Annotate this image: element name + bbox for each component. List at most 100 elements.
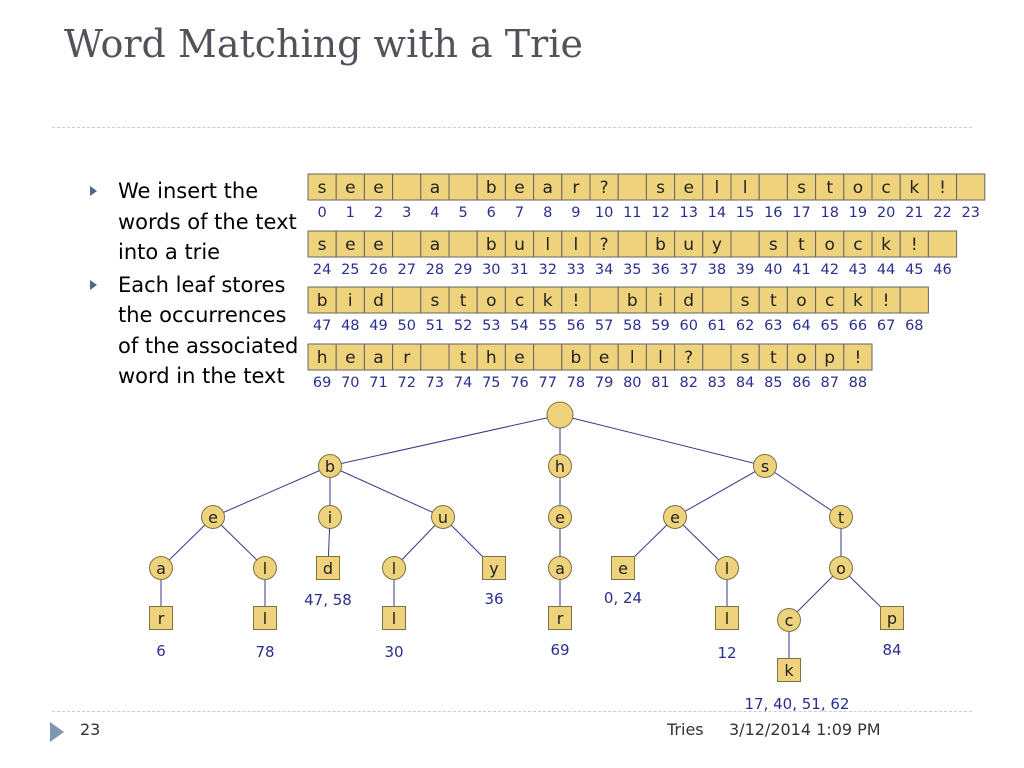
cell-char: b <box>627 291 638 311</box>
trie-edge <box>674 465 766 518</box>
cell-index: 64 <box>792 318 810 334</box>
trie-edge <box>788 567 842 621</box>
cell-index: 6 <box>487 205 496 221</box>
node-circle <box>829 505 853 529</box>
node-circle <box>663 505 687 529</box>
text-cell <box>476 286 506 314</box>
cell-index: 84 <box>736 375 754 391</box>
footer-divider <box>52 711 972 712</box>
cell-index: 1 <box>346 205 355 221</box>
node-label: c <box>785 611 794 630</box>
cell-char: s <box>318 178 327 198</box>
cell-char: ? <box>600 235 609 255</box>
trie-edge <box>329 465 444 518</box>
node-circle <box>431 505 455 529</box>
cell-char: k <box>881 235 891 255</box>
text-cell <box>448 230 478 258</box>
cell-char: k <box>543 291 553 311</box>
trie-node-hear: r 69 <box>548 606 572 659</box>
cell-char: a <box>373 348 383 368</box>
cell-char: y <box>712 235 722 255</box>
text-cell <box>476 343 506 371</box>
cell-char: d <box>683 291 694 311</box>
cell-index: 72 <box>397 375 415 391</box>
cell-index: 62 <box>736 318 754 334</box>
text-cell <box>420 173 450 201</box>
cell-index: 5 <box>458 205 467 221</box>
trie-node-sto: o <box>829 556 853 580</box>
text-cell <box>871 173 901 201</box>
trie-node-root <box>546 401 574 429</box>
text-cell <box>533 230 563 258</box>
trie-node-st: t <box>829 505 853 529</box>
cell-index: 85 <box>764 375 782 391</box>
cell-index: 41 <box>792 262 810 278</box>
occurrence-list: 17, 40, 51, 62 <box>745 695 850 713</box>
trie-edge <box>212 465 331 518</box>
trie-edge <box>212 516 266 569</box>
bullet-text: We insert the words of the text into a t… <box>118 179 297 264</box>
trie-node-se: e <box>663 505 687 529</box>
trie-edge <box>764 465 842 518</box>
slide-number: 23 <box>80 720 101 739</box>
cell-char: l <box>658 348 663 368</box>
text-cell <box>758 343 788 371</box>
cell-index: 4 <box>430 205 439 221</box>
cell-index: 81 <box>651 375 669 391</box>
leaf-square <box>482 556 506 580</box>
cell-char: d <box>373 291 384 311</box>
trie-node-he: e <box>548 505 572 529</box>
cell-index: 32 <box>538 262 556 278</box>
text-cell <box>927 230 958 258</box>
text-cell <box>674 173 704 201</box>
text-cell <box>504 343 535 371</box>
cell-index: 0 <box>317 205 326 221</box>
cell-char: e <box>599 348 609 368</box>
trie-edge <box>329 414 561 467</box>
trie-node-stop: p 84 <box>880 606 904 659</box>
cell-index: 69 <box>313 375 331 391</box>
cell-char: b <box>655 235 666 255</box>
text-cell <box>504 173 535 201</box>
cell-index: 56 <box>567 318 585 334</box>
text-cell <box>786 230 817 258</box>
cell-index: 7 <box>515 205 524 221</box>
cell-char: s <box>656 178 665 198</box>
cell-index: 31 <box>510 262 528 278</box>
node-label: e <box>208 508 218 527</box>
cell-index: 25 <box>341 262 359 278</box>
node-circle <box>548 556 572 580</box>
node-label: e <box>618 559 628 578</box>
text-cell <box>786 343 817 371</box>
node-label: a <box>156 559 166 578</box>
cell-char: s <box>318 235 327 255</box>
text-cell <box>702 173 732 201</box>
text-row: s e e a b u l l? b u y s t o c k !24 25 26 27 28 29 30 31 32 33 34… <box>307 230 958 278</box>
trie-edge <box>559 414 766 467</box>
cell-char: h <box>317 348 328 368</box>
trie-node-bell: l 78 <box>253 606 277 661</box>
cell-char: s <box>741 291 750 311</box>
cell-char: t <box>460 348 467 368</box>
cell-char: e <box>373 178 383 198</box>
text-cell <box>815 173 845 201</box>
cell-char: t <box>798 235 805 255</box>
text-cell <box>758 286 788 314</box>
text-cell <box>956 173 986 201</box>
text-cell <box>392 173 422 201</box>
cell-char: e <box>373 235 383 255</box>
cell-char: c <box>515 291 524 311</box>
text-cell <box>645 343 676 371</box>
cell-char: e <box>345 348 355 368</box>
node-label: l <box>263 609 267 628</box>
leaf-square <box>777 658 801 682</box>
cell-index: 34 <box>595 262 613 278</box>
text-cell <box>533 286 563 314</box>
text-row: s e e a b e a r? s e l l s t o c k !0 1 2 3 4 5 6 7 8 9 10 11 12 13 14 1… <box>307 173 986 221</box>
trie-node-bi: i <box>318 505 342 529</box>
cell-index: 17 <box>792 205 810 221</box>
text-cell <box>815 230 845 258</box>
text-cell <box>617 286 647 314</box>
cell-index: 9 <box>571 205 580 221</box>
